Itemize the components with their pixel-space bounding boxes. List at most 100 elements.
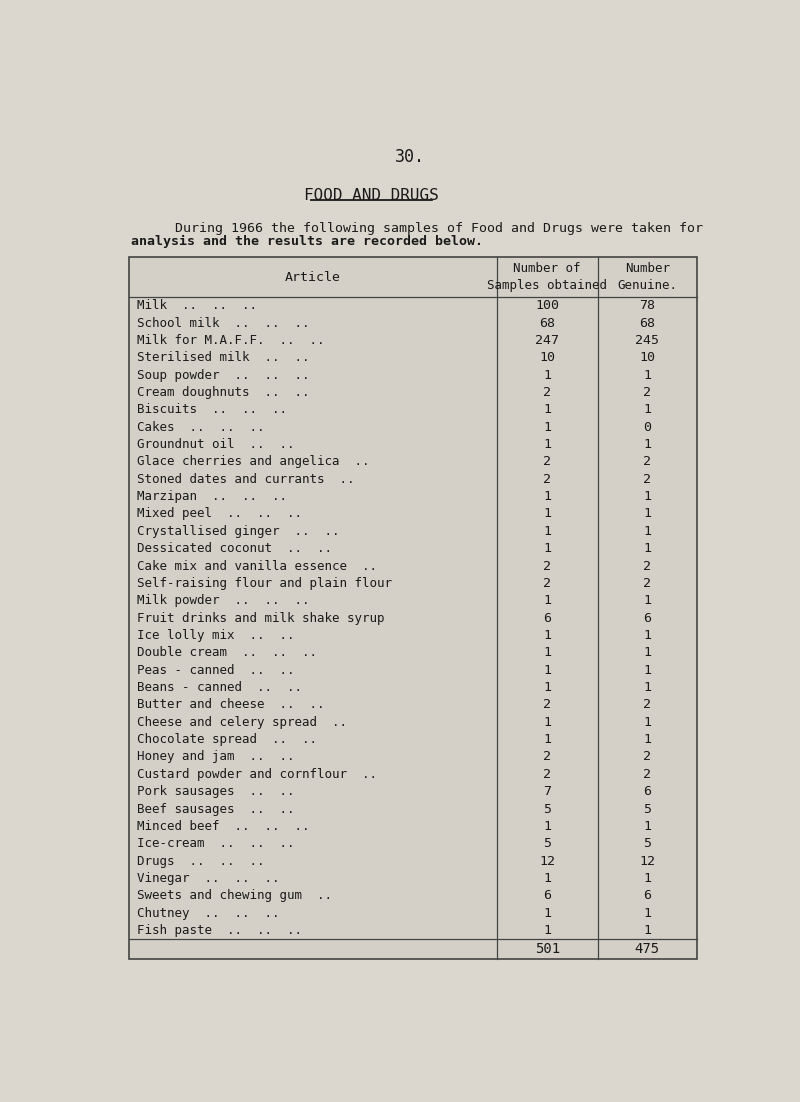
Text: During 1966 the following samples of Food and Drugs were taken for: During 1966 the following samples of Foo… <box>142 223 702 236</box>
Text: 1: 1 <box>543 525 551 538</box>
Text: Biscuits  ..  ..  ..: Biscuits .. .. .. <box>138 403 287 417</box>
Text: Stoned dates and currants  ..: Stoned dates and currants .. <box>138 473 354 486</box>
Text: 2: 2 <box>543 473 551 486</box>
Text: Article: Article <box>285 270 341 283</box>
Text: Sterilised milk  ..  ..: Sterilised milk .. .. <box>138 352 310 365</box>
Text: 1: 1 <box>543 663 551 677</box>
Text: 1: 1 <box>543 542 551 555</box>
Text: Honey and jam  ..  ..: Honey and jam .. .. <box>138 750 294 764</box>
Text: 1: 1 <box>643 439 651 451</box>
Text: Butter and cheese  ..  ..: Butter and cheese .. .. <box>138 699 325 712</box>
Text: Marzipan  ..  ..  ..: Marzipan .. .. .. <box>138 490 287 504</box>
Text: Glace cherries and angelica  ..: Glace cherries and angelica .. <box>138 455 370 468</box>
Text: 5: 5 <box>643 802 651 815</box>
Text: 1: 1 <box>643 369 651 381</box>
Text: Vinegar  ..  ..  ..: Vinegar .. .. .. <box>138 872 280 885</box>
Text: 1: 1 <box>543 733 551 746</box>
Text: 1: 1 <box>643 629 651 642</box>
Text: 7: 7 <box>543 785 551 798</box>
Text: 2: 2 <box>543 768 551 781</box>
Text: 1: 1 <box>643 490 651 504</box>
Text: 2: 2 <box>643 577 651 590</box>
Text: 1: 1 <box>643 907 651 920</box>
Text: 2: 2 <box>543 577 551 590</box>
Text: Chocolate spread  ..  ..: Chocolate spread .. .. <box>138 733 317 746</box>
Text: 2: 2 <box>643 750 651 764</box>
Text: Pork sausages  ..  ..: Pork sausages .. .. <box>138 785 294 798</box>
Text: 1: 1 <box>543 681 551 694</box>
Text: 2: 2 <box>543 455 551 468</box>
Text: 2: 2 <box>543 386 551 399</box>
Text: 1: 1 <box>543 923 551 937</box>
Text: analysis and the results are recorded below.: analysis and the results are recorded be… <box>131 236 483 248</box>
Text: 1: 1 <box>543 403 551 417</box>
Text: Minced beef  ..  ..  ..: Minced beef .. .. .. <box>138 820 310 833</box>
Text: 2: 2 <box>643 560 651 573</box>
Text: 30.: 30. <box>395 148 425 165</box>
Text: 1: 1 <box>543 439 551 451</box>
Text: 78: 78 <box>639 300 655 312</box>
Text: Beef sausages  ..  ..: Beef sausages .. .. <box>138 802 294 815</box>
Text: 2: 2 <box>643 768 651 781</box>
Text: Crystallised ginger  ..  ..: Crystallised ginger .. .. <box>138 525 340 538</box>
Text: 5: 5 <box>543 838 551 851</box>
Text: Dessicated coconut  ..  ..: Dessicated coconut .. .. <box>138 542 332 555</box>
Text: 245: 245 <box>635 334 659 347</box>
Text: 1: 1 <box>543 369 551 381</box>
Text: 1: 1 <box>643 594 651 607</box>
Text: Milk  ..  ..  ..: Milk .. .. .. <box>138 300 258 312</box>
Text: 1: 1 <box>643 820 651 833</box>
Text: Number
Genuine.: Number Genuine. <box>617 262 677 292</box>
Text: 6: 6 <box>643 612 651 625</box>
Text: Sweets and chewing gum  ..: Sweets and chewing gum .. <box>138 889 332 903</box>
Text: 1: 1 <box>643 663 651 677</box>
Text: Mixed peel  ..  ..  ..: Mixed peel .. .. .. <box>138 508 302 520</box>
Text: 2: 2 <box>643 386 651 399</box>
Text: 501: 501 <box>534 942 560 957</box>
Text: 247: 247 <box>535 334 559 347</box>
Text: Drugs  ..  ..  ..: Drugs .. .. .. <box>138 854 265 867</box>
Text: Peas - canned  ..  ..: Peas - canned .. .. <box>138 663 294 677</box>
Text: 1: 1 <box>643 525 651 538</box>
Text: 2: 2 <box>643 473 651 486</box>
Text: 2: 2 <box>643 455 651 468</box>
Text: Beans - canned  ..  ..: Beans - canned .. .. <box>138 681 302 694</box>
Text: Number of
Samples obtained: Number of Samples obtained <box>487 262 607 292</box>
Text: 12: 12 <box>539 854 555 867</box>
Text: 1: 1 <box>643 681 651 694</box>
Text: Fruit drinks and milk shake syrup: Fruit drinks and milk shake syrup <box>138 612 385 625</box>
Text: 68: 68 <box>539 316 555 329</box>
Text: 1: 1 <box>643 542 651 555</box>
Text: 10: 10 <box>539 352 555 365</box>
Text: 475: 475 <box>634 942 660 957</box>
Text: 1: 1 <box>643 923 651 937</box>
Text: 68: 68 <box>639 316 655 329</box>
Text: Cake mix and vanilla essence  ..: Cake mix and vanilla essence .. <box>138 560 378 573</box>
Text: Fish paste  ..  ..  ..: Fish paste .. .. .. <box>138 923 302 937</box>
Text: 1: 1 <box>543 907 551 920</box>
Bar <box>130 257 697 959</box>
Text: 5: 5 <box>643 838 651 851</box>
Text: 2: 2 <box>543 560 551 573</box>
Text: 1: 1 <box>643 403 651 417</box>
Text: Chutney  ..  ..  ..: Chutney .. .. .. <box>138 907 280 920</box>
Text: Cakes  ..  ..  ..: Cakes .. .. .. <box>138 421 265 434</box>
Text: 6: 6 <box>543 889 551 903</box>
Text: 1: 1 <box>543 872 551 885</box>
Text: 1: 1 <box>543 594 551 607</box>
Text: 0: 0 <box>643 421 651 434</box>
Text: 1: 1 <box>643 872 651 885</box>
Text: 6: 6 <box>643 785 651 798</box>
Text: 1: 1 <box>543 508 551 520</box>
Text: 100: 100 <box>535 300 559 312</box>
Text: 1: 1 <box>643 508 651 520</box>
Text: Groundnut oil  ..  ..: Groundnut oil .. .. <box>138 439 294 451</box>
Text: 1: 1 <box>643 646 651 659</box>
Text: 6: 6 <box>543 612 551 625</box>
Text: Cream doughnuts  ..  ..: Cream doughnuts .. .. <box>138 386 310 399</box>
Text: Ice lolly mix  ..  ..: Ice lolly mix .. .. <box>138 629 294 642</box>
Text: 12: 12 <box>639 854 655 867</box>
Text: 10: 10 <box>639 352 655 365</box>
Text: 2: 2 <box>643 699 651 712</box>
Text: 2: 2 <box>543 699 551 712</box>
